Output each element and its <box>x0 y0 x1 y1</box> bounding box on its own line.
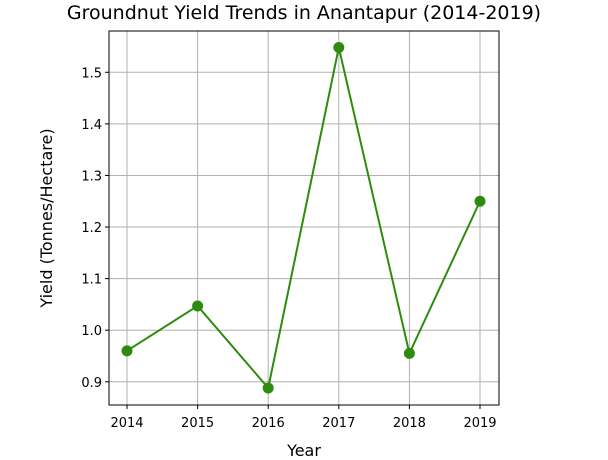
chart-title: Groundnut Yield Trends in Anantapur (201… <box>67 2 541 24</box>
x-tick-label: 2019 <box>463 416 496 431</box>
y-axis-ticks: 0.9 1.0 1.1 1.2 1.3 1.4 1.5 <box>81 66 109 391</box>
y-tick-label: 1.2 <box>81 221 102 236</box>
x-tick-label: 2014 <box>110 416 143 431</box>
grid-lines <box>109 31 499 405</box>
x-axis-ticks: 2014 2015 2016 2017 2018 2019 <box>110 405 497 431</box>
x-tick-label: 2015 <box>181 416 214 431</box>
x-axis-label: Year <box>286 441 321 460</box>
x-tick-label: 2016 <box>252 416 285 431</box>
data-point <box>192 300 204 312</box>
plot-area-frame <box>108 30 500 406</box>
data-point <box>403 347 415 359</box>
x-tick-label: 2017 <box>322 416 355 431</box>
data-point <box>262 382 274 394</box>
y-axis-label: Yield (Tonnes/Hectare) <box>37 128 56 308</box>
y-tick-label: 1.1 <box>81 273 102 288</box>
data-point <box>121 345 133 357</box>
y-tick-label: 1.5 <box>81 66 102 81</box>
y-tick-label: 1.0 <box>81 324 102 339</box>
y-tick-label: 0.9 <box>81 376 102 391</box>
x-tick-label: 2018 <box>393 416 426 431</box>
series-line <box>126 47 481 391</box>
data-point <box>474 195 486 207</box>
data-point <box>333 42 345 54</box>
y-tick-label: 1.4 <box>81 118 102 133</box>
series-layer <box>121 42 486 394</box>
y-tick-label: 1.3 <box>81 169 102 184</box>
